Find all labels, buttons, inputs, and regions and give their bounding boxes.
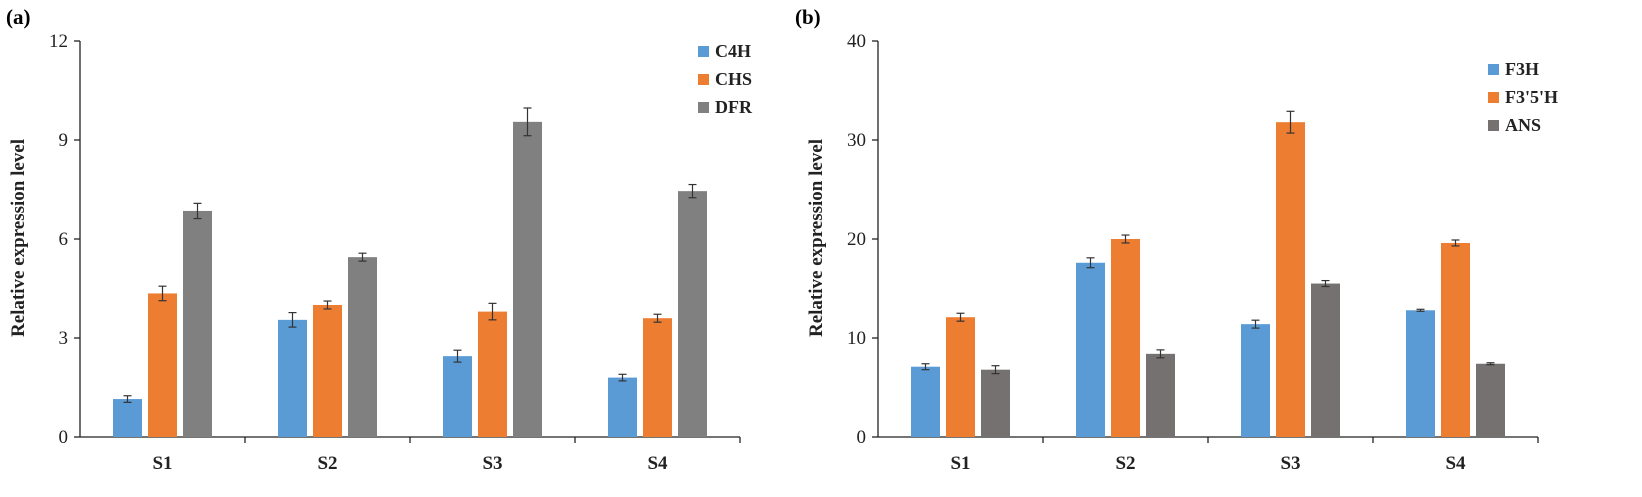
bar-chs-s2 bbox=[313, 305, 342, 437]
error-bar bbox=[1121, 234, 1130, 244]
error-bar bbox=[488, 302, 497, 321]
chart-panel-a: (a) Relative expression level 0 3 6 9 12 S1 S2… bbox=[6, 5, 753, 474]
error-bar bbox=[1156, 349, 1165, 359]
error-bar bbox=[1321, 279, 1330, 288]
bar-f3h-s2 bbox=[1076, 262, 1105, 437]
error-bar bbox=[323, 300, 332, 310]
x-tick-label: S4 bbox=[1445, 453, 1466, 474]
bar-ans-s1 bbox=[981, 369, 1010, 437]
y-axis-title-a: Relative expression level bbox=[8, 139, 29, 337]
bar-f35h-s1 bbox=[946, 317, 975, 437]
x-tick-label: S3 bbox=[1280, 453, 1300, 474]
error-bar bbox=[1251, 319, 1260, 329]
bar-ans-s3 bbox=[1311, 283, 1340, 437]
legend-label: CHS bbox=[715, 69, 752, 89]
error-bar bbox=[453, 349, 462, 363]
error-bar bbox=[688, 183, 697, 199]
panel-label-b: (b) bbox=[795, 5, 821, 29]
error-bar bbox=[123, 395, 132, 403]
bar-chs-s3 bbox=[478, 311, 507, 437]
error-bar bbox=[956, 312, 965, 322]
y-tick-label: 10 bbox=[847, 328, 866, 349]
y-tick-label: 20 bbox=[847, 229, 866, 250]
y-tick-label: 3 bbox=[59, 328, 69, 349]
error-bar bbox=[1086, 257, 1095, 269]
legend-b: F3H F3'5'H ANS bbox=[1488, 59, 1558, 135]
x-tick-label: S4 bbox=[647, 453, 668, 474]
y-tick-label: 6 bbox=[59, 229, 69, 250]
bar-dfr-s3 bbox=[513, 121, 542, 437]
legend-label: F3H bbox=[1505, 59, 1539, 79]
legend-a: C4H CHS DFR bbox=[698, 41, 753, 117]
legend-swatch bbox=[698, 46, 709, 57]
y-tick-label: 12 bbox=[49, 31, 68, 52]
error-bar bbox=[921, 363, 930, 371]
bar-f35h-s3 bbox=[1276, 122, 1305, 438]
x-tick-label: S3 bbox=[482, 453, 502, 474]
error-bar bbox=[1486, 362, 1495, 366]
bar-f35h-s4 bbox=[1441, 242, 1470, 437]
bar-dfr-s1 bbox=[183, 210, 212, 437]
bar-f3h-s1 bbox=[911, 366, 940, 437]
bar-c4h-s2 bbox=[278, 319, 307, 437]
x-tick-label: S2 bbox=[1115, 453, 1135, 474]
bar-dfr-s4 bbox=[678, 191, 707, 437]
x-tick-label: S1 bbox=[950, 453, 970, 474]
bar-c4h-s1 bbox=[113, 399, 142, 437]
chart-panel-b: (b) Relative expression level 0 10 20 30 40 S… bbox=[795, 5, 1558, 474]
legend-label: F3'5'H bbox=[1505, 87, 1558, 107]
error-bar bbox=[653, 313, 662, 323]
y-tick-label: 0 bbox=[59, 427, 69, 448]
bar-ans-s2 bbox=[1146, 353, 1175, 437]
bar-ans-s4 bbox=[1476, 363, 1505, 437]
bar-f35h-s2 bbox=[1111, 239, 1140, 437]
y-tick-label: 30 bbox=[847, 130, 866, 151]
error-bar bbox=[158, 285, 167, 302]
x-tick-label: S1 bbox=[152, 453, 172, 474]
error-bar bbox=[193, 202, 202, 220]
error-bar bbox=[991, 365, 1000, 375]
y-tick-label: 40 bbox=[847, 31, 866, 52]
legend-swatch bbox=[1488, 64, 1499, 75]
legend-label: ANS bbox=[1505, 115, 1541, 135]
y-tick-label: 9 bbox=[59, 130, 69, 151]
error-bar bbox=[358, 252, 367, 262]
x-tick-label: S2 bbox=[317, 453, 337, 474]
bar-c4h-s3 bbox=[443, 356, 472, 437]
error-bar bbox=[288, 311, 297, 328]
y-tick-label: 0 bbox=[857, 427, 867, 448]
error-bar bbox=[1286, 110, 1295, 134]
error-bar bbox=[523, 107, 532, 137]
legend-swatch bbox=[1488, 92, 1499, 103]
legend-swatch bbox=[698, 74, 709, 85]
y-axis-title-b: Relative expression level bbox=[806, 139, 827, 337]
bar-f3h-s3 bbox=[1241, 324, 1270, 437]
bar-f3h-s4 bbox=[1406, 310, 1435, 437]
error-bar bbox=[618, 373, 627, 382]
legend-swatch bbox=[1488, 120, 1499, 131]
error-bar bbox=[1416, 308, 1425, 312]
bar-c4h-s4 bbox=[608, 377, 637, 437]
panel-label-a: (a) bbox=[6, 5, 31, 29]
bar-chs-s1 bbox=[148, 293, 177, 437]
legend-label: DFR bbox=[715, 97, 753, 117]
bar-dfr-s2 bbox=[348, 257, 377, 437]
bar-chs-s4 bbox=[643, 318, 672, 437]
error-bar bbox=[1451, 239, 1460, 247]
legend-label: C4H bbox=[715, 41, 751, 61]
legend-swatch bbox=[698, 102, 709, 113]
